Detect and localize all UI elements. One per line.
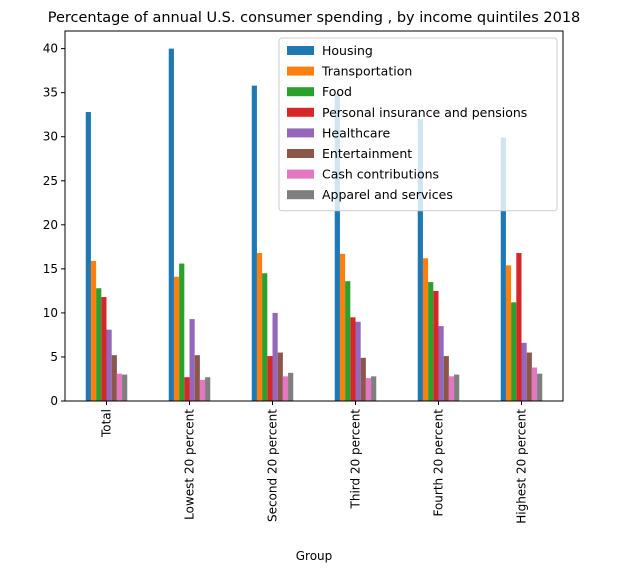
bar [267, 356, 273, 401]
bar [537, 373, 543, 401]
bar-groups [85, 48, 543, 402]
y-tick-label: 15 [43, 262, 58, 276]
bar [199, 379, 206, 401]
legend-swatch [287, 66, 314, 76]
bar [251, 85, 257, 401]
legend-label: Cash contributions [322, 167, 439, 182]
legend-label: Personal insurance and pensions [322, 105, 527, 120]
legend-label: Transportation [321, 64, 412, 79]
legend: Housing Transportation Food Personal insura… [278, 37, 558, 212]
bar [500, 137, 506, 401]
bar [282, 376, 289, 401]
bar [511, 302, 517, 401]
legend-label: Entertainment [322, 146, 412, 161]
bar [365, 378, 372, 401]
x-tick-label: Lowest 20 percent [183, 409, 197, 520]
legend-swatch [287, 46, 314, 55]
bar [531, 367, 538, 401]
bar [262, 273, 268, 401]
bar [90, 260, 97, 401]
legend-label: Housing [322, 43, 373, 58]
x-tick-label: Third 20 percent [349, 409, 363, 510]
bar [205, 377, 211, 401]
bar [106, 329, 112, 401]
bar [433, 290, 439, 401]
bar [350, 317, 356, 401]
x-axis-label: Group [296, 549, 333, 563]
bar [454, 374, 460, 401]
y-tick-label: 5 [50, 350, 58, 364]
bar [516, 253, 522, 401]
bar [111, 355, 117, 401]
chart-title: Percentage of annual U.S. consumer spend… [48, 10, 581, 26]
bar [184, 377, 190, 401]
bar [505, 265, 512, 401]
legend-swatch [287, 190, 314, 200]
bar [96, 288, 102, 401]
bar [179, 263, 185, 401]
legend-swatch [287, 128, 314, 138]
y-tick-label: 25 [43, 174, 58, 188]
x-tick-label: Second 20 percent [266, 409, 280, 522]
y-tick-label: 40 [43, 42, 58, 56]
y-tick-label: 10 [43, 306, 58, 320]
bar [448, 376, 455, 401]
bar [173, 276, 180, 401]
bar [360, 357, 366, 401]
x-tick-label: Fourth 20 percent [432, 409, 446, 517]
legend-swatch [287, 149, 314, 158]
x-axis: Total Lowest 20 percent Second 20 percent T… [100, 401, 529, 524]
bar [189, 319, 195, 401]
bar [422, 258, 429, 401]
bar [194, 355, 200, 401]
y-tick-label: 20 [43, 218, 58, 232]
bar [526, 352, 532, 401]
bar [355, 321, 361, 401]
bar [168, 48, 174, 401]
bar [428, 282, 434, 401]
bar [339, 253, 346, 401]
bar [122, 374, 128, 401]
legend-box [278, 37, 558, 212]
bar [443, 356, 449, 401]
legend-swatch [287, 107, 314, 117]
y-tick-label: 35 [43, 86, 58, 100]
bar [256, 253, 263, 401]
legend-swatch [287, 169, 314, 179]
bar [345, 281, 351, 401]
y-tick-label: 30 [43, 130, 58, 144]
x-tick-label: Highest 20 percent [515, 409, 529, 524]
bar [101, 297, 107, 401]
bar [272, 312, 278, 401]
bar [438, 326, 444, 401]
legend-label: Food [322, 84, 352, 99]
plot-frame [64, 30, 564, 402]
y-tick-label: 0 [50, 394, 58, 408]
bar [521, 342, 527, 401]
bar [417, 119, 423, 401]
y-axis: 0 5 10 15 20 25 30 35 40 [43, 42, 65, 408]
legend-label: Healthcare [322, 125, 390, 140]
bar [288, 372, 294, 401]
bar [277, 352, 283, 401]
bar [116, 373, 123, 401]
legend-label: Apparel and services [322, 187, 453, 202]
legend-swatch [287, 87, 314, 97]
bar [85, 112, 91, 402]
bar [371, 376, 377, 401]
x-tick-label: Total [100, 409, 114, 438]
bar [334, 93, 340, 402]
